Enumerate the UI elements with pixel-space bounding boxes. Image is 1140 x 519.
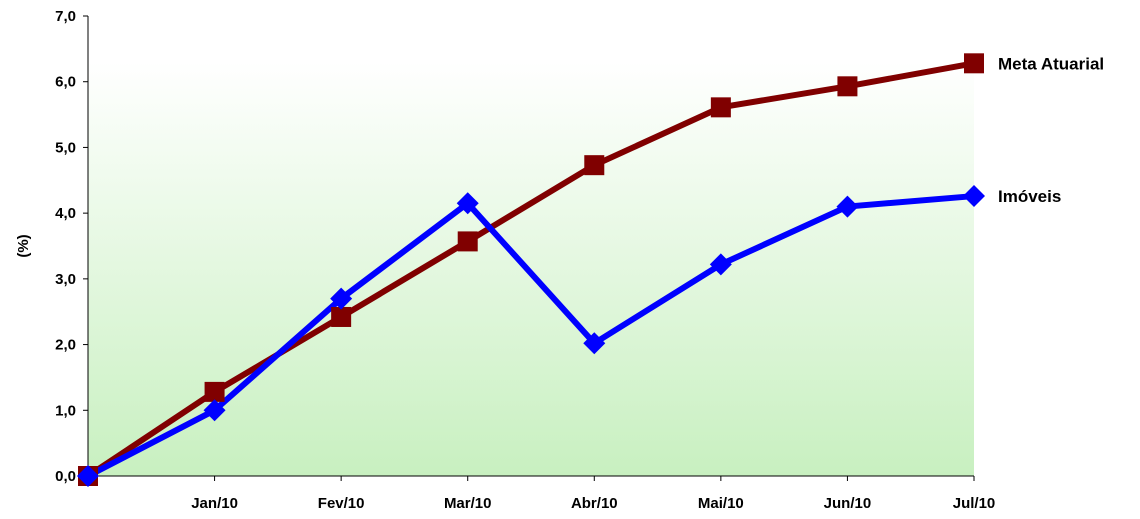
y-axis-title: (%) [15, 234, 32, 257]
x-tick-label: Jan/10 [191, 495, 238, 512]
series-line-1 [86, 60, 975, 479]
series-marker-diamond [77, 465, 99, 487]
series-marker-diamond [330, 287, 353, 310]
series-marker-diamond [963, 185, 985, 208]
series-marker-square [457, 231, 478, 252]
y-tick-label: 1,0 [55, 402, 76, 419]
series-label: Imóveis [998, 187, 1061, 206]
y-tick-label: 7,0 [55, 8, 76, 25]
x-tick-label: Jun/10 [824, 495, 872, 512]
series-marker-square [710, 97, 731, 118]
series-marker-square [964, 53, 984, 74]
series-marker-diamond [709, 253, 732, 276]
series-marker-diamond [456, 192, 479, 215]
series-marker-square [584, 155, 605, 176]
series-marker-diamond [203, 399, 226, 422]
y-tick-label: 5,0 [55, 139, 76, 156]
x-tick-label: Abr/10 [571, 495, 618, 512]
series-label: Meta Atuarial [998, 54, 1104, 73]
y-tick-label: 2,0 [55, 337, 76, 354]
x-tick-label: Mar/10 [444, 495, 492, 512]
y-tick-label: 6,0 [55, 74, 76, 91]
series-marker-square [331, 306, 352, 327]
y-tick-label: 0,0 [55, 468, 76, 485]
x-tick-label: Mai/10 [698, 495, 744, 512]
y-tick-label: 3,0 [55, 271, 76, 288]
series-line-2 [86, 193, 975, 479]
x-tick-label: Fev/10 [318, 495, 365, 512]
series-marker-diamond [583, 332, 606, 355]
series-marker-square [204, 381, 225, 402]
x-tick-label: Jul/10 [953, 495, 996, 512]
y-tick-label: 4,0 [55, 205, 76, 222]
series-marker-diamond [836, 195, 859, 218]
series-marker-square [837, 76, 858, 97]
